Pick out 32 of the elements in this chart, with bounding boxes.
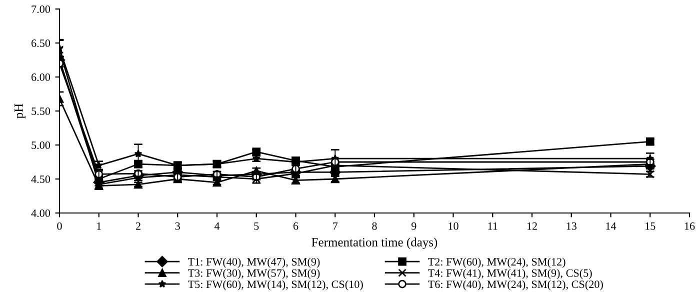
x-tick-label: 0: [57, 222, 62, 230]
x-tick-label: 9: [411, 222, 416, 230]
y-axis-title: pH: [14, 104, 26, 118]
y-tick-label: 5.00: [32, 141, 50, 150]
legend-label: T4: FW(41), MW(41), SM(9), CS(5): [428, 269, 592, 280]
x-tick-label: 12: [527, 222, 537, 230]
x-tick-label: 8: [372, 222, 377, 230]
x-tick-label: 2: [136, 222, 140, 230]
x-tick-label: 3: [175, 222, 180, 230]
y-tick-label: 4.50: [31, 175, 50, 184]
x-tick-label: 15: [646, 222, 656, 230]
x-tick-label: 1: [97, 222, 101, 230]
y-tick-label: 6.00: [32, 73, 50, 82]
x-tick-label: 6: [293, 222, 298, 230]
x-tick-label: 4: [214, 222, 220, 230]
x-tick-label: 5: [254, 222, 259, 230]
y-tick-label: 7.00: [32, 5, 50, 14]
legend-label: T1: FW(40), MW(47), SM(9): [188, 258, 320, 268]
legend-label: T3: FW(30), MW(57), SM(9): [188, 269, 320, 280]
y-tick-label: 4.00: [31, 209, 50, 218]
legend-label: T5: FW(60), MW(14), SM(12), CS(10): [188, 280, 363, 290]
x-tick-label: 16: [684, 222, 695, 230]
x-tick-label: 10: [448, 222, 458, 230]
x-tick-label: 11: [488, 222, 498, 230]
x-tick-label: 14: [606, 222, 616, 230]
x-tick-label: 13: [566, 222, 576, 230]
y-tick-label: 6.50: [32, 39, 50, 48]
legend-label: T6: FW(40), MW(24), SM(12), CS(20): [428, 280, 603, 290]
legend-label: T2: FW(60), MW(24), SM(12): [428, 258, 566, 268]
x-axis-title: Fermentation time (days): [312, 238, 438, 250]
x-tick-label: 7: [333, 222, 338, 230]
y-tick-label: 5.50: [32, 107, 50, 116]
